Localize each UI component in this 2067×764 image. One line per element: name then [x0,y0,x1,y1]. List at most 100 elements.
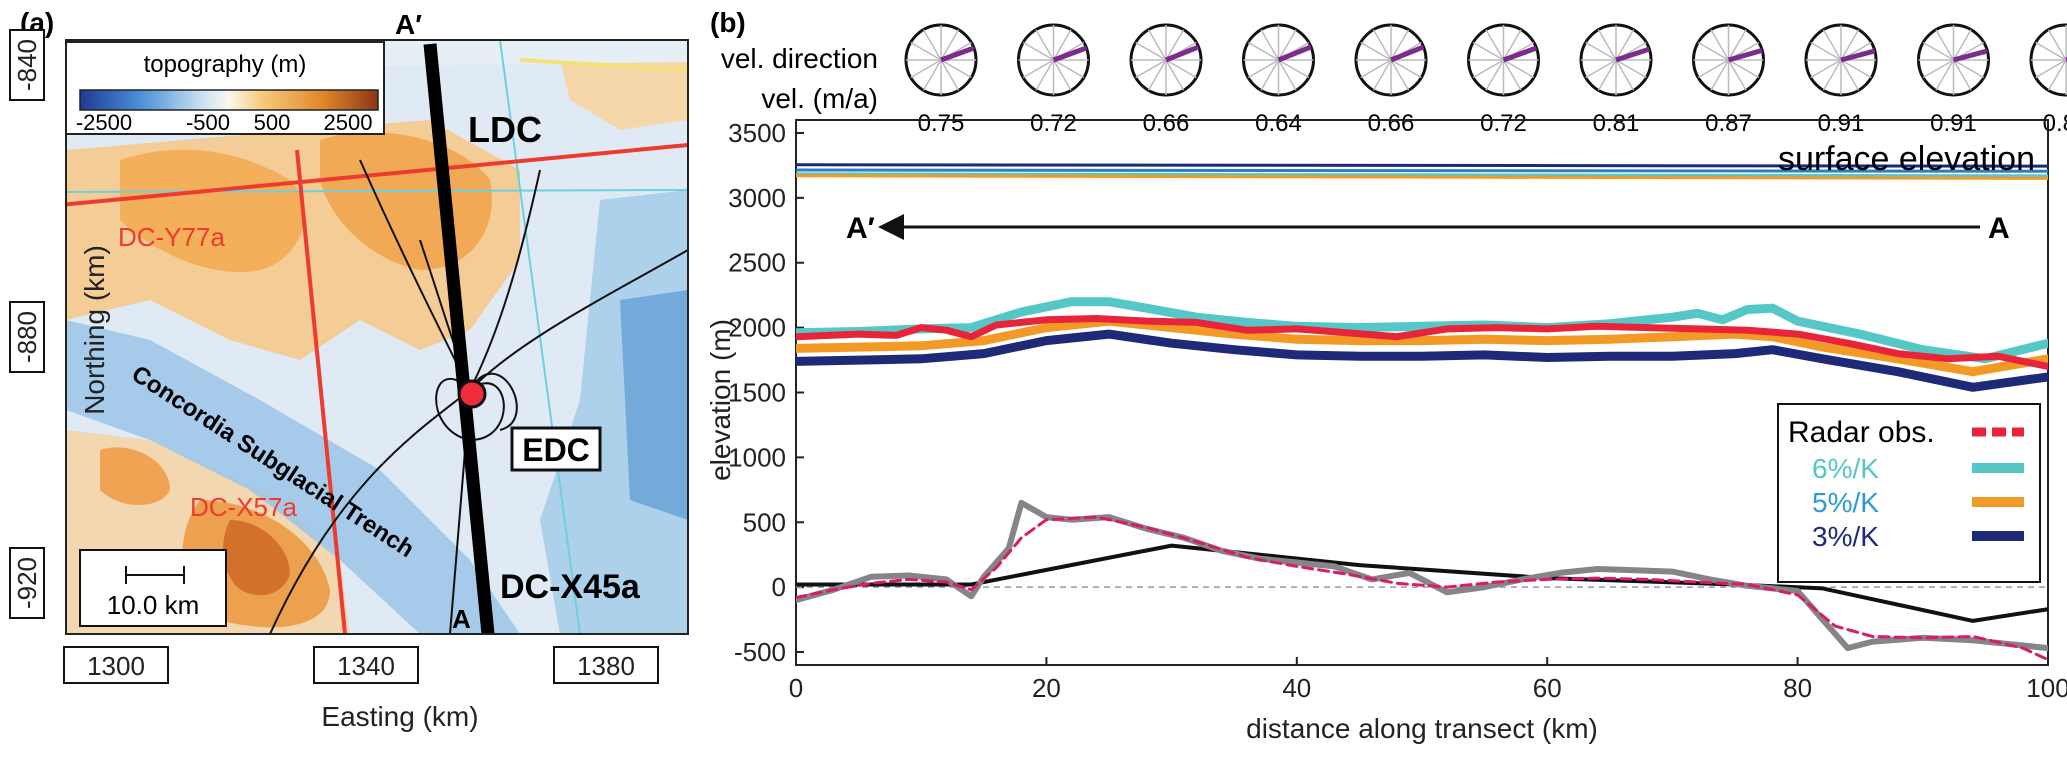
velocity-roses: 0.75 0.72 0.66 0.64 0.66 0.72 0.81 0.87 0.91 0.91… [904,23,2067,137]
x-tick-label: 40 [1282,673,1311,703]
dc-x45a-label: DC-X45a [500,568,641,606]
colorbar-title: topography (m) [144,51,307,78]
dc-x57a-label: DC-X57a [190,492,297,522]
x-axis-label: distance along transect (km) [1246,713,1598,744]
velocity-value: 0.91 [1818,110,1865,137]
colorbar: topography (m) -2500 -500 500 2500 [65,41,385,135]
series-surface-3-k [796,163,2048,168]
y-axis: -500 0 500 1000 1500 2000 2500 3000 3500 [728,118,2048,667]
point-a-prime: A′ [395,9,422,40]
series-group [796,163,2048,662]
series-surface-5-k [796,168,2048,173]
velocity-rose: 0.91 [1917,23,1990,137]
easting-tick: 1300 [87,651,145,681]
velocity-arrow [1390,44,1425,63]
velocity-rose: 0.81 [1579,23,1653,137]
legend-label-5: 5%/K [1812,487,1879,518]
arrow-end-label: A [1988,212,2010,245]
velocity-rose: 0.88 [2029,23,2067,137]
ldc-label: LDC [468,109,542,150]
y-tick-label: 2500 [728,248,786,278]
velocity-value: 0.72 [1030,110,1077,137]
velocity-arrow [1277,44,1312,63]
colorbar-tick: 500 [254,110,291,135]
velocity-rose: 0.64 [1242,23,1315,137]
x-tick-label: 20 [1032,673,1061,703]
dc-y77a-label: DC-Y77a [118,222,225,252]
x-tick-label: 80 [1783,673,1812,703]
panel-b-label: (b) [710,7,746,38]
x-tick-label: 60 [1533,673,1562,703]
velocity-value: 0.81 [1593,110,1640,137]
velocity-rose: 0.75 [904,23,978,137]
velocity-value: 0.72 [1480,110,1527,137]
direction-arrow: A′ A [846,212,2010,245]
y-tick-label: 3500 [728,118,786,148]
northing-label: Northing (km) [79,245,110,415]
legend-label-3: 3%/K [1812,521,1879,552]
velocity-rose: 0.72 [1467,23,1540,137]
series-5-k [796,316,2048,377]
y-tick-label: 2000 [728,313,786,343]
velocity-rose: 0.66 [1129,23,1203,137]
arrow-start-label: A′ [846,212,875,245]
surface-elevation-label: surface elevation [1778,140,2035,178]
series-3-k [796,329,2048,392]
scale-bar: 10.0 km [79,549,227,627]
series-surface-orange [796,174,2048,180]
y-axis-label: elevation (m) [705,319,736,481]
vel-magnitude-label: vel. (m/a) [761,83,878,114]
panel-b-profile: (b) vel. direction vel. (m/a) 0.75 0.72 0.… [705,7,2067,744]
velocity-arrow [1840,48,1876,63]
velocity-arrow [940,45,975,63]
velocity-arrow [1052,45,1088,63]
series-surface-6-k [796,172,2048,178]
northing-ticks: -840 -880 -920 [9,29,45,619]
velocity-value: 0.66 [1143,110,1190,137]
series-bed-magenta [796,515,2048,662]
point-a: A [452,604,471,634]
velocity-arrow [1502,45,1538,63]
y-tick-label: 0 [772,572,786,602]
legend-title: Radar obs. [1788,416,1935,449]
velocity-rose: 0.91 [1804,23,1878,137]
legend: Radar obs. 6%/K 5%/K 3%/K [1777,403,2041,583]
edc-label: EDC [522,432,590,468]
velocity-value: 0.91 [1930,110,1977,137]
y-tick-label: 3000 [728,183,786,213]
velocity-value: 0.87 [1705,110,1752,137]
vel-direction-label: vel. direction [721,43,878,74]
edc-box [510,426,602,472]
y-tick-label: 1000 [728,442,786,472]
velocity-value: 0.66 [1368,110,1415,137]
velocity-value: 0.75 [918,110,965,137]
colorbar-tick: 2500 [324,110,373,135]
easting-label: Easting (km) [321,701,478,732]
velocity-arrow [1952,48,1988,63]
x-tick-label: 100 [2026,673,2067,703]
colorbar-tick: -2500 [76,110,132,135]
y-tick-label: 500 [743,507,786,537]
velocity-rose: 0.87 [1692,23,1765,137]
northing-tick: -920 [12,557,42,609]
y-tick-label: 1500 [728,378,786,408]
northing-tick: -880 [12,311,42,363]
legend-label-6: 6%/K [1812,453,1879,484]
panel-a-map: (a) [9,7,689,732]
easting-tick: 1340 [337,651,395,681]
x-tick-label: 0 [789,673,803,703]
northing-tick: -840 [12,39,42,91]
velocity-rose: 0.72 [1017,23,1090,137]
x-axis: 0 20 40 60 80 100 [789,657,2067,703]
velocity-arrow [1165,44,1200,63]
scale-bar-label: 10.0 km [107,590,200,620]
velocity-value: 0.88 [2043,110,2067,137]
velocity-rose: 0.66 [1354,23,1428,137]
edc-marker[interactable] [457,379,487,409]
series-radar-obs- [796,315,2048,370]
easting-tick: 1380 [577,651,635,681]
y-tick-label: -500 [734,637,786,667]
velocity-arrow [1615,46,1651,63]
transect-line [423,43,495,634]
